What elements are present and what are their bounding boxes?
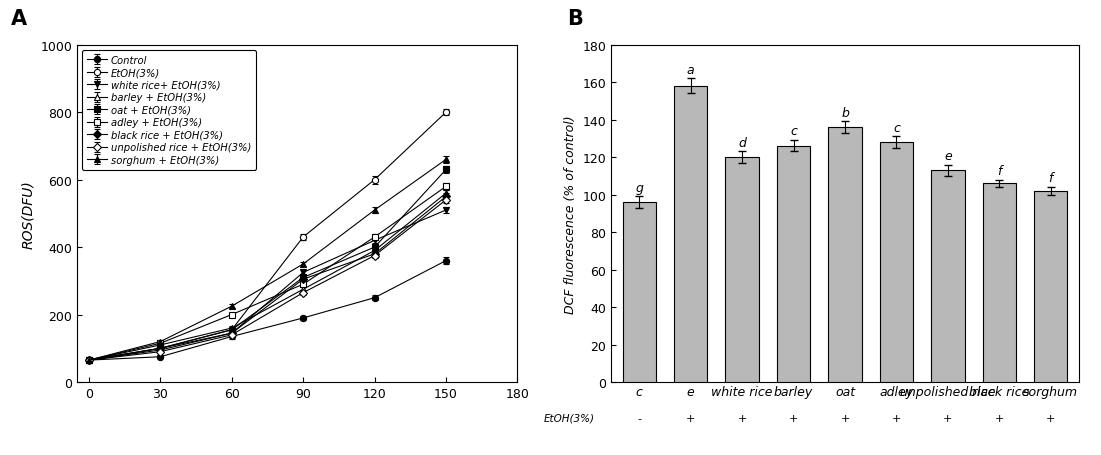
Bar	[931, 171, 964, 382]
Legend: Control, EtOH(3%), white rice+ EtOH(3%), barley + EtOH(3%), oat + EtOH(3%), adle: Control, EtOH(3%), white rice+ EtOH(3%),…	[83, 51, 257, 170]
Bar	[777, 147, 810, 382]
Text: +: +	[892, 413, 901, 423]
Text: -: -	[637, 413, 642, 423]
Bar	[982, 184, 1016, 382]
Text: +: +	[994, 413, 1004, 423]
Bar	[726, 158, 759, 382]
Text: d: d	[739, 136, 746, 149]
Y-axis label: ROS(DFU): ROS(DFU)	[21, 180, 35, 248]
Text: g: g	[635, 181, 643, 194]
Bar	[1034, 192, 1067, 382]
Text: f: f	[1048, 172, 1053, 185]
Text: b: b	[841, 106, 849, 119]
Text: +: +	[944, 413, 952, 423]
Bar	[674, 86, 708, 382]
Text: e: e	[944, 149, 951, 162]
Text: f: f	[998, 164, 1002, 177]
Text: A: A	[11, 9, 28, 29]
Bar	[623, 202, 656, 382]
Y-axis label: DCF fluorescence (% of control): DCF fluorescence (% of control)	[564, 115, 577, 313]
Text: +: +	[738, 413, 746, 423]
Bar	[828, 128, 862, 382]
Text: +: +	[840, 413, 850, 423]
Text: +: +	[789, 413, 798, 423]
Bar	[880, 143, 913, 382]
Text: +: +	[1046, 413, 1056, 423]
Text: EtOH(3%): EtOH(3%)	[544, 413, 595, 423]
Text: a: a	[687, 63, 695, 76]
Text: +: +	[686, 413, 696, 423]
Text: B: B	[567, 9, 582, 29]
Text: c: c	[791, 125, 797, 138]
Text: c: c	[893, 121, 900, 134]
